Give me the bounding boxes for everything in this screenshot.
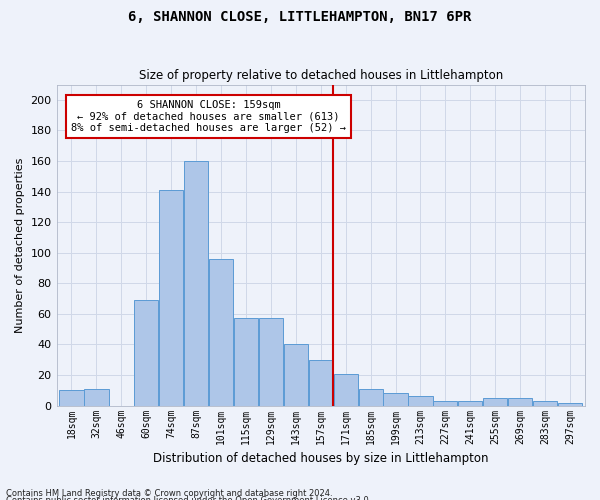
Bar	[359, 389, 383, 406]
Text: Contains HM Land Registry data © Crown copyright and database right 2024.: Contains HM Land Registry data © Crown c…	[6, 488, 332, 498]
Bar	[184, 161, 208, 406]
Bar	[483, 398, 508, 406]
Bar	[209, 259, 233, 406]
Title: Size of property relative to detached houses in Littlehampton: Size of property relative to detached ho…	[139, 69, 503, 82]
Bar	[433, 401, 457, 406]
Bar	[308, 360, 333, 406]
X-axis label: Distribution of detached houses by size in Littlehampton: Distribution of detached houses by size …	[153, 452, 488, 465]
Y-axis label: Number of detached properties: Number of detached properties	[15, 158, 25, 333]
Text: 6, SHANNON CLOSE, LITTLEHAMPTON, BN17 6PR: 6, SHANNON CLOSE, LITTLEHAMPTON, BN17 6P…	[128, 10, 472, 24]
Bar	[159, 190, 183, 406]
Bar	[234, 318, 258, 406]
Bar	[134, 300, 158, 406]
Text: Contains public sector information licensed under the Open Government Licence v3: Contains public sector information licen…	[6, 496, 371, 500]
Bar	[458, 401, 482, 406]
Bar	[334, 374, 358, 406]
Bar	[284, 344, 308, 406]
Bar	[383, 394, 407, 406]
Bar	[59, 390, 83, 406]
Bar	[85, 389, 109, 406]
Bar	[533, 401, 557, 406]
Bar	[508, 398, 532, 406]
Bar	[558, 402, 582, 406]
Text: 6 SHANNON CLOSE: 159sqm
← 92% of detached houses are smaller (613)
8% of semi-de: 6 SHANNON CLOSE: 159sqm ← 92% of detache…	[71, 100, 346, 133]
Bar	[409, 396, 433, 406]
Bar	[259, 318, 283, 406]
